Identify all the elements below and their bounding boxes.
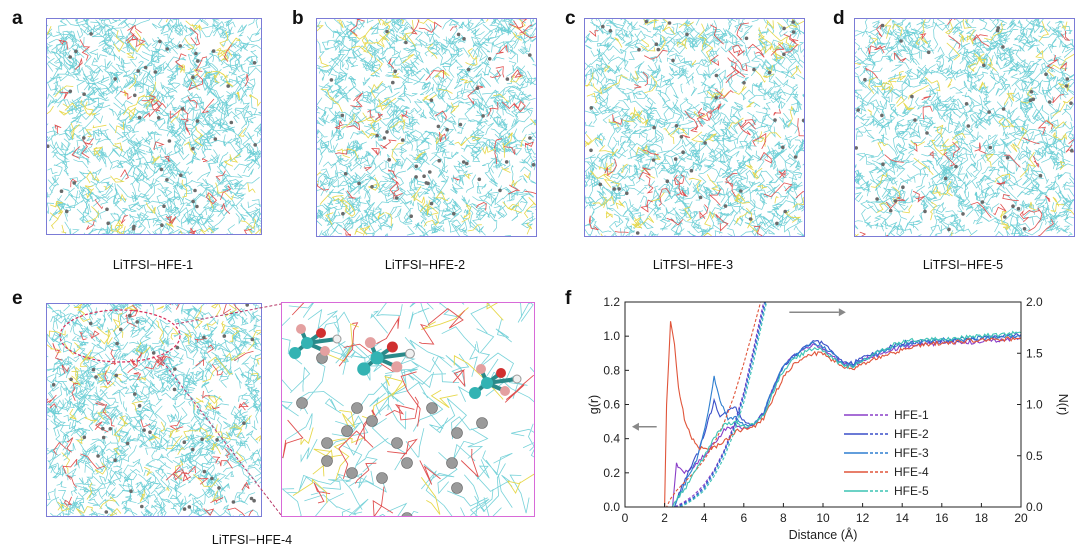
y-left-tick-label: 0.2 [603, 466, 620, 480]
x-tick-label: 14 [896, 511, 910, 525]
caption-hfe-1: LiTFSI−HFE-1 [112, 258, 194, 272]
zoom-region-ellipse [59, 309, 181, 363]
y-right-tick-label: 1.0 [1026, 398, 1043, 412]
x-tick-label: 12 [856, 511, 870, 525]
series-gr-hfe-3 [625, 333, 1021, 507]
lithium-ion [401, 512, 413, 516]
lithium-ion [391, 437, 403, 449]
y-left-tick-label: 1.0 [603, 329, 620, 343]
x-tick-label: 4 [701, 511, 708, 525]
x-tick-label: 18 [975, 511, 989, 525]
axes: 0 2 4 6 8 10 12 14 16 18 200.00.20.40.60.81.01.20.… [587, 295, 1070, 542]
lithium-ion [341, 425, 353, 437]
series-nr-hfe-2 [625, 302, 766, 507]
molecular-network [585, 19, 804, 236]
zoom-line-bottom [159, 357, 282, 516]
x-tick-label: 20 [1014, 511, 1028, 525]
zoom-connector [59, 303, 282, 516]
x-tick-label: 2 [661, 511, 668, 525]
caption-hfe-4: LiTFSI−HFE-4 [211, 533, 293, 547]
caption-hfe-3: LiTFSI−HFE-3 [652, 258, 734, 272]
simulation-box-hfe-2 [316, 18, 537, 237]
series-gr-hfe-4 [625, 321, 1021, 507]
lithium-ion [476, 417, 488, 429]
legend: HFE-1 HFE-2 HFE-3 HFE-4 HFE-5 [844, 408, 929, 498]
series-nr-hfe-4 [625, 302, 762, 507]
panel-letter-a: a [12, 8, 23, 29]
hfe-molecule [469, 364, 522, 399]
y-right-tick-label: 1.5 [1026, 346, 1043, 360]
simulation-box-hfe-5 [854, 18, 1075, 237]
zoom-line-top [175, 303, 282, 325]
lithium-ion [351, 402, 363, 414]
plot-area [625, 302, 1021, 507]
y-right-tick-label: 0.0 [1026, 500, 1043, 514]
series-gr-hfe-5 [625, 330, 1021, 507]
simulation-box-hfe-4 [46, 303, 262, 517]
zoom-network [282, 303, 534, 516]
plot-frame [624, 301, 1022, 508]
hfe-molecule [357, 337, 415, 376]
x-tick-label: 8 [780, 511, 787, 525]
zoom-inset [281, 302, 535, 517]
panel-letter-e: e [12, 288, 23, 309]
lithium-ion [321, 437, 333, 449]
axis-arrows [631, 308, 846, 431]
y-right-axis-label: N(r) [1056, 394, 1070, 416]
lithium-ion [401, 457, 413, 469]
lithium-ion [446, 457, 458, 469]
lithium-ion [451, 427, 463, 439]
series-nr-hfe-1 [625, 302, 765, 507]
legend-label: HFE-1 [894, 408, 929, 422]
simulation-box-hfe-3 [584, 18, 805, 237]
molecular-network [47, 304, 261, 516]
panel-letter-d: d [833, 8, 845, 29]
legend-label: HFE-4 [894, 465, 929, 479]
panel-letter-b: b [292, 8, 304, 29]
lithium-ion [296, 397, 308, 409]
lithium-ion [376, 472, 388, 484]
series-nr-hfe-3 [625, 302, 767, 507]
caption-hfe-5: LiTFSI−HFE-5 [922, 258, 1004, 272]
legend-label: HFE-3 [894, 446, 929, 460]
lithium-ion [366, 415, 378, 427]
y-left-tick-label: 0.6 [603, 398, 620, 412]
simulation-box-hfe-1 [46, 18, 262, 235]
x-tick-label: 10 [816, 511, 830, 525]
molecular-network [47, 19, 261, 234]
hfe-molecule [289, 324, 342, 359]
lithium-ion [451, 482, 463, 494]
x-tick-label: 0 [622, 511, 629, 525]
x-tick-label: 16 [935, 511, 949, 525]
x-axis-label: Distance (Å) [789, 527, 858, 542]
legend-label: HFE-5 [894, 484, 929, 498]
y-right-tick-label: 2.0 [1026, 295, 1043, 309]
legend-label: HFE-2 [894, 427, 929, 441]
lithium-ion [426, 402, 438, 414]
panel-letter-f: f [565, 288, 572, 309]
series-nr-hfe-5 [625, 302, 768, 507]
molecular-network [855, 19, 1074, 236]
x-tick-label: 6 [740, 511, 747, 525]
molecular-network [317, 19, 536, 236]
lithium-ion [321, 455, 333, 467]
y-left-tick-label: 0.8 [603, 363, 620, 377]
y-left-axis-label: g(r) [587, 395, 601, 414]
rdf-chart: 0 2 4 6 8 10 12 14 16 18 200.00.20.40.60.81.01.20.… [587, 295, 1070, 542]
y-left-tick-label: 0.4 [603, 432, 620, 446]
y-left-tick-label: 1.2 [603, 295, 620, 309]
caption-hfe-2: LiTFSI−HFE-2 [384, 258, 466, 272]
y-left-tick-label: 0.0 [603, 500, 620, 514]
y-right-tick-label: 0.5 [1026, 449, 1043, 463]
lithium-ion [346, 467, 358, 479]
panel-letter-c: c [565, 8, 576, 29]
